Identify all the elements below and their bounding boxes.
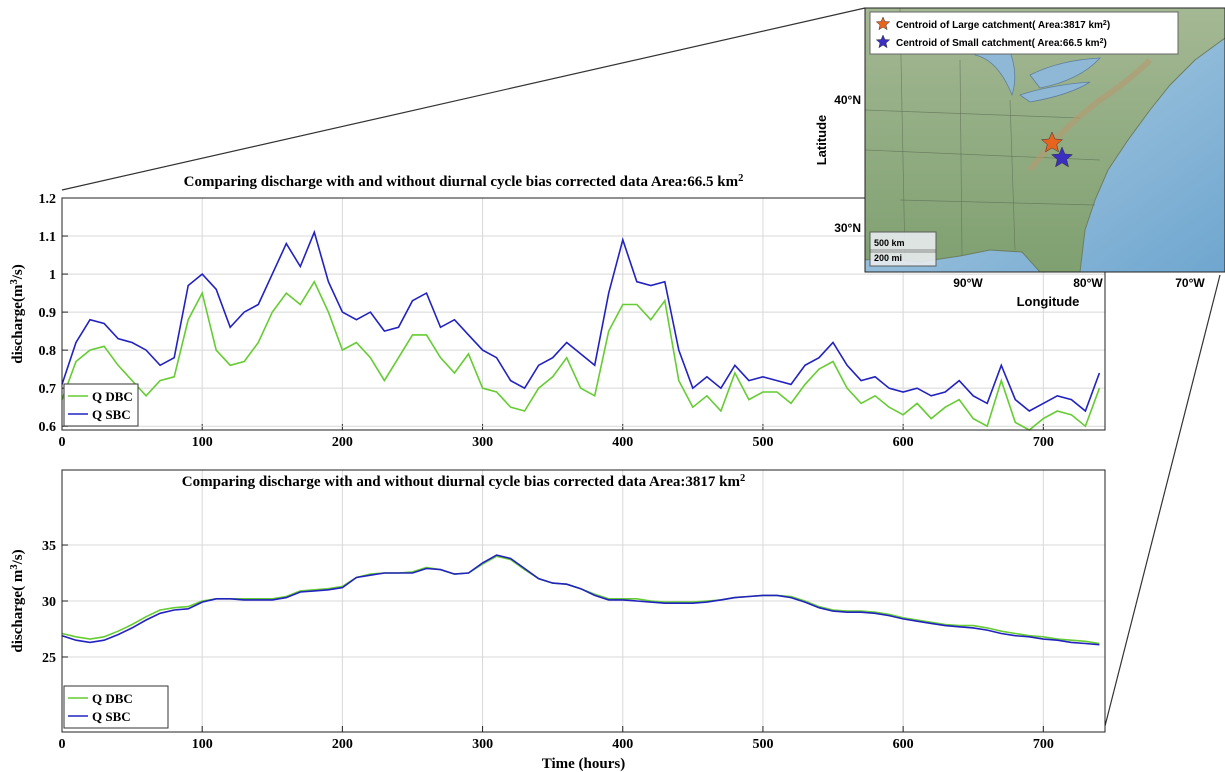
y-tick-label: 0.6: [39, 420, 57, 435]
legend-label: Q DBC: [92, 389, 133, 404]
x-tick-label: 300: [472, 737, 493, 752]
map-legend-label-part: Centroid of Large catchment( Area:3817 k…: [896, 20, 1103, 31]
map-scale-label: 200 mi: [874, 253, 902, 263]
legend-label: Q SBC: [92, 709, 131, 724]
chart-title: Comparing discharge with and without diu…: [182, 473, 745, 491]
map-legend-label-part: ): [1103, 38, 1106, 49]
y-tick-label: 0.8: [39, 344, 57, 359]
map-lon-label: 80°W: [1073, 276, 1103, 290]
x-tick-label: 200: [332, 435, 353, 450]
y-axis-label: discharge(m3/s): [9, 264, 27, 363]
y-axis-label-part: 3: [9, 279, 20, 284]
x-tick-label: 100: [192, 737, 213, 752]
chart-title-part: 2: [740, 473, 745, 484]
map-lat-label: 40°N: [834, 93, 861, 107]
map-y-label: Latitude: [814, 115, 829, 166]
data-line: [61, 280, 1101, 431]
map-lon-label: 70°W: [1175, 276, 1205, 290]
x-tick-label: 700: [1033, 737, 1054, 752]
map-border: [959, 59, 963, 256]
y-axis-label-part: 3: [9, 564, 20, 569]
x-tick-label: 200: [332, 737, 353, 752]
y-tick-label: 1.2: [39, 192, 57, 207]
zoom-line: [61, 7, 866, 191]
x-tick-label: 400: [612, 737, 633, 752]
x-tick-label: 300: [472, 435, 493, 450]
y-tick-label: 35: [42, 539, 56, 554]
y-tick-label: 30: [42, 595, 56, 610]
y-axis-label: discharge( m3/s): [9, 549, 27, 652]
map-legend-label-part: 2: [1100, 38, 1104, 45]
x-tick-label: 0: [59, 737, 66, 752]
x-tick-label: 600: [893, 435, 914, 450]
map-x-label: Longitude: [1017, 294, 1080, 309]
map-lon-label: 90°W: [953, 276, 983, 290]
y-axis-label-part: discharge(m: [10, 284, 26, 364]
map-lake: [1029, 57, 1101, 89]
data-line: [61, 554, 1100, 646]
map-border: [865, 109, 1081, 119]
map-scale-box: [869, 231, 937, 267]
data-line: [61, 229, 1101, 413]
map-star: [875, 16, 891, 31]
x-tick-label: 700: [1033, 435, 1054, 450]
x-tick-label: 400: [612, 435, 633, 450]
x-axis-label: Time (hours): [542, 756, 625, 772]
legend-box: [63, 685, 169, 729]
y-axis-label-part: /s): [10, 264, 26, 280]
x-tick-label: 100: [192, 435, 213, 450]
chart-title-part: 2: [738, 173, 743, 184]
y-tick-label: 1.1: [39, 230, 57, 245]
legend-label: Q DBC: [92, 691, 133, 706]
x-tick-label: 500: [752, 435, 773, 450]
zoom-line: [1104, 274, 1221, 727]
map-legend-label-part: 2: [1103, 20, 1107, 27]
map-legend-label-part: ): [1107, 20, 1110, 31]
x-tick-label: 500: [752, 737, 773, 752]
axes-box: [61, 469, 1106, 733]
map-lake: [1019, 81, 1091, 103]
map-star: [875, 34, 891, 49]
map-star: [1040, 131, 1064, 153]
chart-title-part: Comparing discharge with and without diu…: [184, 174, 739, 190]
map-legend-label-part: Centroid of Small catchment( Area:66.5 k…: [896, 38, 1100, 49]
y-tick-label: 1: [49, 268, 56, 283]
chart-title: Comparing discharge with and without diu…: [184, 173, 744, 191]
map-legend-box: [869, 11, 1179, 55]
map-border: [1009, 99, 1016, 251]
y-tick-label: 0.7: [39, 382, 57, 397]
map-frame: [864, 7, 1225, 273]
axes-box: [61, 197, 1106, 431]
map-lat-label: 30°N: [834, 221, 861, 235]
map-scale-label: 500 km: [874, 238, 905, 248]
x-tick-label: 0: [59, 435, 66, 450]
y-axis-label-part: discharge( m: [10, 569, 26, 652]
x-tick-label: 600: [893, 737, 914, 752]
map-star: [1050, 146, 1074, 168]
chart-title-part: Comparing discharge with and without diu…: [182, 474, 741, 490]
legend-box: [63, 383, 139, 427]
map-border: [899, 199, 1096, 206]
map-legend-label: Centroid of Small catchment( Area:66.5 k…: [896, 38, 1107, 50]
map-legend-label: Centroid of Large catchment( Area:3817 k…: [896, 20, 1110, 32]
y-axis-label-part: /s): [10, 549, 26, 565]
y-tick-label: 25: [42, 651, 56, 666]
y-tick-label: 0.9: [39, 306, 57, 321]
legend-label: Q SBC: [92, 407, 131, 422]
